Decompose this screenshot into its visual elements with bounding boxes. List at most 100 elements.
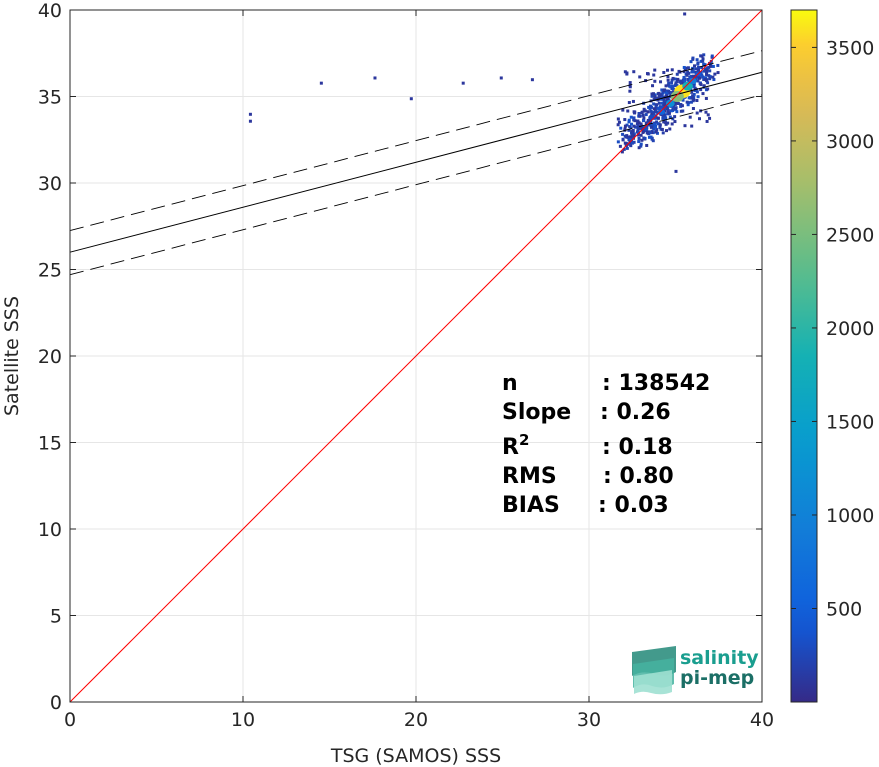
density-cell xyxy=(647,105,651,109)
density-cell xyxy=(635,122,639,126)
density-cell xyxy=(671,84,675,88)
density-cell xyxy=(657,101,661,105)
density-cell xyxy=(668,115,672,119)
density-cell xyxy=(666,121,670,125)
salinity-pi-mep-logo: salinity pi-mep xyxy=(632,646,759,695)
density-cell xyxy=(686,103,690,107)
density-cell xyxy=(692,92,696,96)
density-cell xyxy=(625,134,629,138)
density-cell xyxy=(628,85,632,89)
density-cloud xyxy=(248,12,720,173)
density-core-point xyxy=(665,99,675,108)
density-cell xyxy=(632,70,636,74)
y-tick-label: 35 xyxy=(38,87,62,109)
density-cell xyxy=(652,102,656,106)
density-cell xyxy=(653,125,657,129)
density-cell xyxy=(637,114,641,118)
density-cell xyxy=(640,111,644,115)
density-cell xyxy=(638,75,642,79)
density-cell xyxy=(687,96,691,100)
colorbar-tick-label: 2000 xyxy=(826,318,874,340)
density-cell xyxy=(639,122,643,126)
density-cell xyxy=(673,101,677,105)
density-cell xyxy=(619,126,623,130)
density-cell xyxy=(637,127,641,131)
density-core-point xyxy=(648,114,655,120)
density-cell xyxy=(649,135,653,139)
density-cell xyxy=(706,113,710,117)
density-cell xyxy=(700,73,704,77)
density-cell xyxy=(713,72,717,76)
density-cell xyxy=(666,83,670,87)
density-cell xyxy=(626,135,630,139)
colorbar-tick-label: 1000 xyxy=(826,505,874,527)
density-cell xyxy=(701,57,705,61)
y-tick-label: 20 xyxy=(38,346,62,368)
colorbar-gradient xyxy=(790,9,818,703)
density-cell xyxy=(660,97,664,101)
density-cell xyxy=(627,101,631,105)
colorbar-tick-label: 1500 xyxy=(826,411,874,433)
density-cell xyxy=(659,93,663,97)
density-cell xyxy=(683,68,687,72)
density-cell xyxy=(696,79,700,83)
density-cell xyxy=(648,131,652,135)
y-tick-label: 5 xyxy=(50,606,62,628)
density-cell xyxy=(631,131,635,135)
colorbar-tick-label: 3000 xyxy=(826,131,874,153)
density-cell xyxy=(673,120,677,124)
density-cell xyxy=(683,124,687,128)
density-cell xyxy=(691,56,695,60)
density-cell xyxy=(695,90,699,94)
density-cell xyxy=(655,103,659,107)
density-cell xyxy=(669,84,673,88)
outlier-cell xyxy=(683,12,687,16)
density-core-point xyxy=(682,81,693,91)
density-cell xyxy=(621,132,625,136)
density-cell xyxy=(625,146,629,150)
x-tick-label: 10 xyxy=(231,709,255,731)
density-cell xyxy=(637,140,641,144)
logo-line1: salinity xyxy=(680,647,759,669)
density-cell xyxy=(625,123,629,127)
density-cell xyxy=(705,66,709,70)
outlier-cell xyxy=(461,81,465,85)
density-cell xyxy=(627,120,631,124)
fit-lines xyxy=(69,9,763,703)
density-cell xyxy=(654,130,658,134)
density-cell xyxy=(699,88,703,92)
density-cell xyxy=(648,104,652,108)
density-cell xyxy=(629,144,633,148)
density-cell xyxy=(692,84,696,88)
density-cell xyxy=(692,70,696,74)
density-cell xyxy=(676,101,680,105)
density-cell xyxy=(664,116,668,120)
density-cell xyxy=(691,94,695,98)
identity-line xyxy=(69,9,763,703)
density-cell xyxy=(705,119,709,123)
density-cell xyxy=(650,111,654,115)
density-cell xyxy=(656,116,660,120)
stat-value: : 0.03 xyxy=(598,493,669,518)
density-cell xyxy=(651,124,655,128)
density-cell xyxy=(667,111,671,115)
density-cell xyxy=(665,68,669,72)
density-cell xyxy=(697,65,701,69)
density-cell xyxy=(636,133,640,137)
density-cell xyxy=(692,95,696,99)
density-cell xyxy=(673,84,677,88)
stat-label: BIAS xyxy=(502,493,560,518)
density-cell xyxy=(694,67,698,71)
density-cell xyxy=(708,116,712,120)
density-cell xyxy=(693,86,697,90)
density-cell xyxy=(623,141,627,145)
density-cell xyxy=(616,140,620,144)
density-cell xyxy=(629,135,633,139)
y-tick-label: 40 xyxy=(38,0,62,22)
density-cell xyxy=(616,123,620,127)
colorbar: 500 1000 1500 2000 2500 3000 3500 xyxy=(790,9,874,703)
density-cell xyxy=(660,105,664,109)
density-cell xyxy=(699,59,703,63)
